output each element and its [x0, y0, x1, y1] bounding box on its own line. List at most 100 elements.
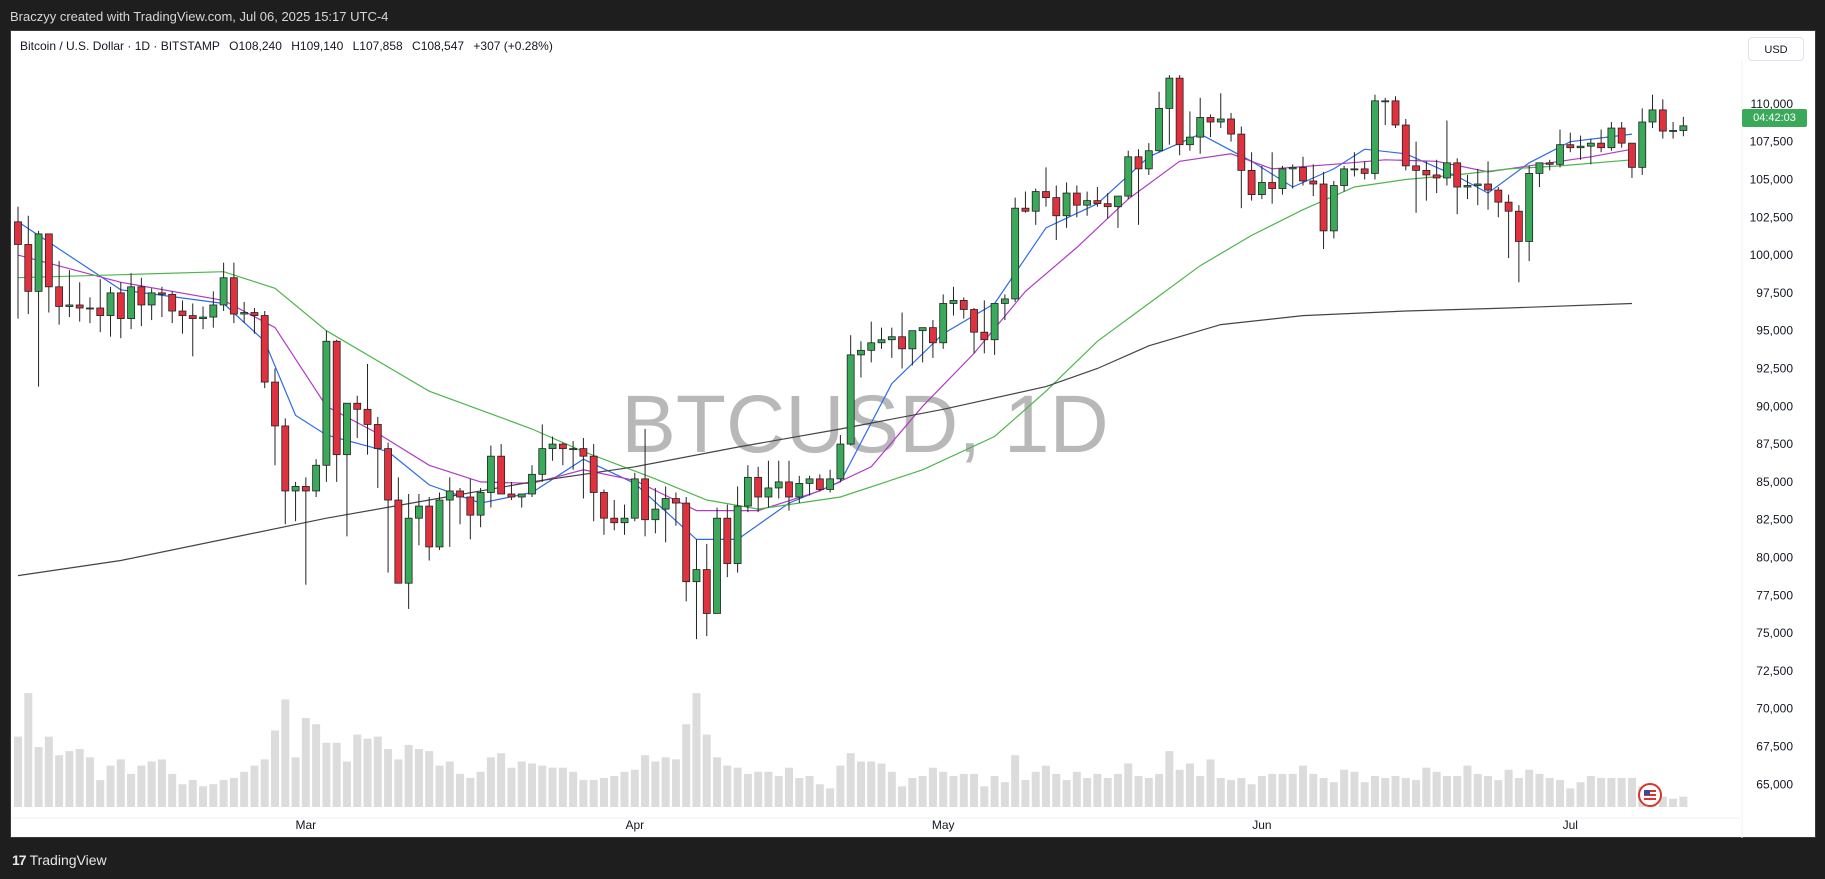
y-tick-label: 105,000 — [1750, 172, 1794, 186]
volume-bar — [836, 765, 845, 807]
volume-bar — [682, 724, 691, 807]
volume-bar — [1556, 780, 1564, 807]
volume-bar — [373, 736, 382, 807]
candle-body — [939, 303, 948, 344]
x-tick-label: Jun — [1252, 818, 1271, 832]
candle-body — [1443, 162, 1451, 179]
volume-bar — [1391, 775, 1400, 807]
candle-body — [1638, 121, 1647, 168]
volume-bar — [157, 759, 166, 807]
candle-body — [600, 492, 608, 519]
chart-frame[interactable] — [10, 30, 1816, 838]
y-tick-label: 80,000 — [1756, 550, 1793, 564]
volume-bar — [1504, 769, 1513, 807]
candle-body — [538, 448, 547, 475]
candle-body — [1072, 192, 1081, 206]
candle-body — [610, 517, 619, 524]
candle-body — [497, 455, 506, 495]
candle-body — [404, 517, 413, 584]
candle-body — [44, 233, 53, 288]
candle-body — [1206, 117, 1215, 123]
candle-body — [137, 286, 146, 306]
y-tick-label: 87,500 — [1756, 437, 1793, 451]
y-tick-label: 72,500 — [1756, 664, 1793, 678]
candle-body — [774, 481, 783, 489]
volume-bar — [743, 773, 752, 807]
volume-bar — [548, 767, 557, 807]
volume-bar — [209, 784, 218, 807]
candle-body — [743, 476, 752, 507]
volume-bar — [599, 778, 608, 807]
candle-body — [301, 486, 310, 492]
candle-body — [764, 487, 773, 498]
volume-bar — [1299, 765, 1307, 807]
volume-bar — [713, 757, 722, 807]
volume-bar — [815, 784, 824, 807]
candle-body — [1093, 200, 1102, 205]
volume-bar — [55, 755, 64, 807]
candle-body — [1494, 189, 1503, 203]
volume-bar — [1165, 751, 1174, 807]
candle-body — [733, 505, 742, 564]
volume-bar — [1268, 773, 1277, 807]
legend-open: O108,240 — [229, 39, 282, 53]
volume-bar — [702, 734, 711, 807]
candle-body — [692, 569, 701, 583]
tradingview-logo-icon: 17 — [12, 852, 27, 868]
volume-bar — [44, 736, 53, 807]
candle-body — [199, 316, 207, 319]
volume-bar — [1463, 765, 1472, 807]
candle-body — [970, 309, 978, 333]
candle-body — [826, 478, 835, 490]
volume-bar — [1494, 780, 1503, 807]
volume-bar — [1350, 771, 1359, 807]
volume-bar — [199, 786, 208, 807]
candle-body — [332, 340, 341, 456]
volume-bar — [497, 753, 506, 807]
footer-bar: 17 TradingView — [0, 840, 1825, 879]
volume-bar — [414, 749, 423, 807]
volume-bar — [353, 734, 362, 807]
volume-bar — [1370, 775, 1379, 807]
volume-bar — [1278, 773, 1287, 807]
volume-bar — [240, 771, 249, 807]
volume-bar — [661, 757, 670, 807]
tradingview-logo[interactable]: 17 TradingView — [12, 852, 107, 868]
volume-bar — [569, 771, 578, 807]
candle-body — [1000, 298, 1009, 304]
volume-bar — [96, 780, 105, 807]
candle-body — [836, 443, 845, 480]
candle-body — [343, 402, 351, 456]
y-tick-label: 110,000 — [1751, 97, 1794, 111]
candle-body — [1453, 162, 1462, 188]
volume-bar — [1011, 755, 1020, 807]
candle-body — [271, 381, 279, 427]
volume-bar — [620, 771, 629, 807]
candle-body — [168, 293, 177, 312]
candle-body — [1288, 166, 1297, 170]
candle-body — [1566, 144, 1575, 149]
volume-bar — [127, 773, 136, 807]
legend-close: C108,547 — [412, 39, 465, 53]
candle-body — [373, 424, 382, 450]
volume-bar — [651, 761, 660, 807]
currency-button[interactable]: USD — [1748, 37, 1804, 61]
candle-body — [1031, 191, 1040, 212]
legend-change: +307 (+0.28%) — [473, 39, 553, 53]
us-flag-icon[interactable] — [1638, 783, 1662, 807]
volume-bar — [116, 759, 125, 807]
y-tick-label: 70,000 — [1756, 702, 1793, 716]
candle-body — [1144, 150, 1153, 170]
volume-bar — [1453, 775, 1462, 807]
legend-low: L107,858 — [352, 39, 403, 53]
candle-body — [486, 455, 495, 493]
volume-bar — [1484, 775, 1493, 807]
volume-bar — [1134, 775, 1143, 807]
volume-bar — [928, 767, 937, 807]
ohlc-legend: Bitcoin / U.S. Dollar · 1D · BITSTAMP O1… — [20, 39, 559, 53]
legend-symbol: Bitcoin / U.S. Dollar · 1D · BITSTAMP — [20, 39, 220, 53]
volume-bar — [887, 771, 896, 807]
candle-body — [558, 443, 567, 450]
candle-body — [1576, 145, 1585, 149]
